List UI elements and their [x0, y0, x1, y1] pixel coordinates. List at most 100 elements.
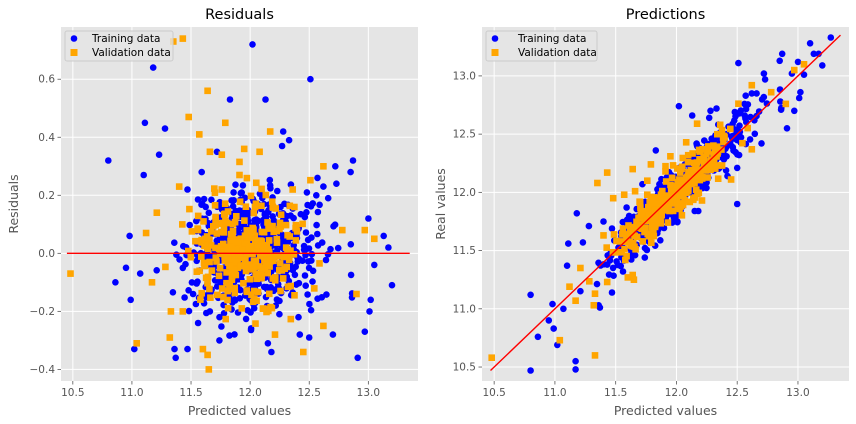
validation-point: [695, 146, 703, 154]
x-tick-label: 12.0: [238, 387, 261, 399]
validation-point: [667, 181, 674, 189]
validation-point: [689, 150, 696, 157]
validation-point: [739, 139, 746, 147]
training-point: [347, 241, 355, 248]
validation-point: [286, 202, 294, 210]
training-point: [361, 328, 369, 336]
validation-point: [231, 289, 239, 297]
training-point: [610, 272, 617, 280]
validation-point: [227, 237, 234, 245]
validation-point: [290, 251, 298, 258]
training-point: [153, 267, 160, 274]
validation-point: [263, 305, 270, 313]
validation-point: [677, 200, 684, 207]
validation-point: [645, 232, 653, 240]
validation-point: [624, 274, 632, 281]
validation-point: [253, 275, 261, 283]
validation-point: [222, 119, 229, 127]
validation-point: [682, 139, 690, 146]
validation-point: [647, 161, 655, 168]
training-point: [354, 354, 362, 362]
training-point: [176, 256, 183, 263]
validation-point: [226, 243, 233, 251]
validation-point: [289, 186, 296, 193]
training-point: [619, 268, 627, 275]
residuals-points: [67, 35, 396, 373]
validation-point: [233, 213, 240, 220]
validation-point: [245, 243, 253, 250]
validation-point: [649, 230, 657, 237]
predictions-title: Predictions: [626, 7, 706, 23]
validation-point: [212, 221, 219, 229]
validation-point: [698, 197, 706, 204]
validation-point: [230, 248, 238, 255]
validation-point: [307, 176, 314, 184]
y-tick-label: 13.0: [453, 70, 476, 82]
training-point: [250, 281, 257, 289]
training-point: [761, 76, 769, 83]
training-point: [184, 186, 191, 193]
validation-point: [591, 352, 599, 359]
validation-point: [277, 211, 285, 218]
validation-point: [250, 209, 258, 217]
validation-point: [698, 174, 706, 182]
validation-point: [265, 246, 272, 253]
validation-point: [194, 212, 202, 220]
training-point: [105, 157, 112, 164]
training-point: [287, 212, 294, 219]
validation-point: [684, 186, 691, 194]
validation-point: [256, 148, 263, 156]
validation-point: [622, 256, 629, 264]
validation-point: [218, 228, 225, 236]
validation-point: [256, 252, 264, 259]
validation-point: [720, 132, 727, 140]
validation-point: [708, 161, 716, 168]
training-point: [172, 354, 179, 362]
predictions-x-ticks: 10.5 11.0 11.5 12.0 12.5 13.0: [482, 381, 810, 399]
validation-point: [271, 275, 279, 282]
x-tick-label: 12.5: [298, 387, 321, 399]
validation-point: [153, 209, 161, 216]
training-point: [249, 41, 256, 48]
validation-point: [211, 185, 218, 192]
validation-point: [651, 214, 659, 222]
validation-point: [286, 233, 293, 240]
training-point: [301, 272, 309, 279]
training-point: [185, 287, 192, 294]
validation-point: [179, 35, 187, 42]
training-point: [810, 50, 818, 58]
residuals-chart: Residuals 10.5 11.0 11.5 12.0 12.5 13.0 −0.4−…: [6, 7, 418, 418]
validation-point: [215, 245, 223, 253]
validation-point: [285, 256, 293, 264]
validation-point: [613, 237, 620, 245]
x-tick-label: 11.0: [543, 387, 566, 399]
training-point: [751, 130, 759, 138]
training-point: [701, 137, 708, 144]
training-point: [572, 357, 579, 365]
training-point: [365, 215, 372, 222]
training-point: [276, 310, 283, 318]
validation-point: [258, 228, 266, 236]
training-point: [161, 125, 169, 132]
training-point: [657, 237, 664, 244]
validation-point: [202, 235, 209, 243]
validation-point: [281, 265, 288, 272]
training-point: [641, 254, 649, 261]
training-point: [641, 244, 649, 252]
validation-point: [235, 252, 242, 259]
training-point: [305, 264, 313, 272]
validation-point: [216, 265, 224, 272]
validation-point: [259, 248, 266, 255]
training-point: [609, 264, 617, 272]
validation-point: [714, 162, 722, 169]
training-point: [149, 64, 157, 71]
training-point: [238, 189, 245, 196]
training-point: [194, 319, 202, 327]
validation-point: [650, 226, 657, 233]
validation-point: [600, 232, 607, 239]
training-point: [573, 210, 581, 217]
training-point: [593, 280, 601, 288]
validation-point: [630, 276, 638, 283]
training-point: [314, 230, 321, 238]
training-point: [735, 59, 742, 67]
